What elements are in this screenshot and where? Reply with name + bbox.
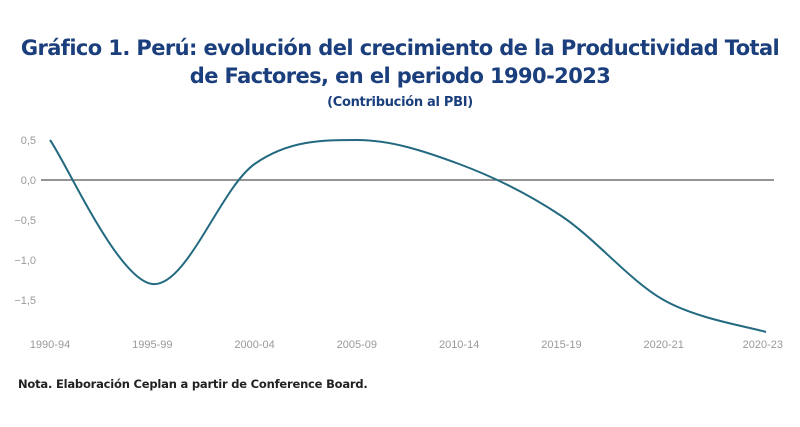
source-note: Nota. Elaboración Ceplan a partir de Con… — [18, 377, 368, 391]
x-tick-label: 2020-23 — [743, 339, 783, 351]
y-tick-label: −0,5 — [14, 215, 36, 227]
y-tick-label: −1,5 — [14, 295, 36, 307]
chart-title-line1: Gráfico 1. Perú: evolución del crecimien… — [20, 36, 780, 60]
chart-title-line2: de Factores, en el periodo 1990-2023 — [189, 64, 611, 88]
series-line-ptf — [49, 138, 767, 333]
x-tick-label: 2005-09 — [337, 339, 377, 351]
chart-subtitle: (Contribución al PBI) — [327, 95, 473, 110]
y-tick-label: −1,0 — [14, 255, 36, 267]
x-axis-ticks: 1990-94 1995-99 2000-04 2005-09 2010-14 2015-… — [30, 339, 783, 351]
y-tick-label: 0,5 — [21, 135, 36, 147]
x-tick-label: 1995-99 — [132, 339, 172, 351]
y-axis-ticks: 0,5 0,0 −0,5 −1,0 −1,5 — [14, 135, 36, 307]
y-tick-label: 0,0 — [21, 175, 36, 187]
x-tick-label: 2015-19 — [541, 339, 581, 351]
x-tick-label: 2000-04 — [234, 339, 274, 351]
x-tick-label: 1990-94 — [30, 339, 70, 351]
x-tick-label: 2010-14 — [439, 339, 479, 351]
x-tick-label: 2020-21 — [644, 339, 684, 351]
